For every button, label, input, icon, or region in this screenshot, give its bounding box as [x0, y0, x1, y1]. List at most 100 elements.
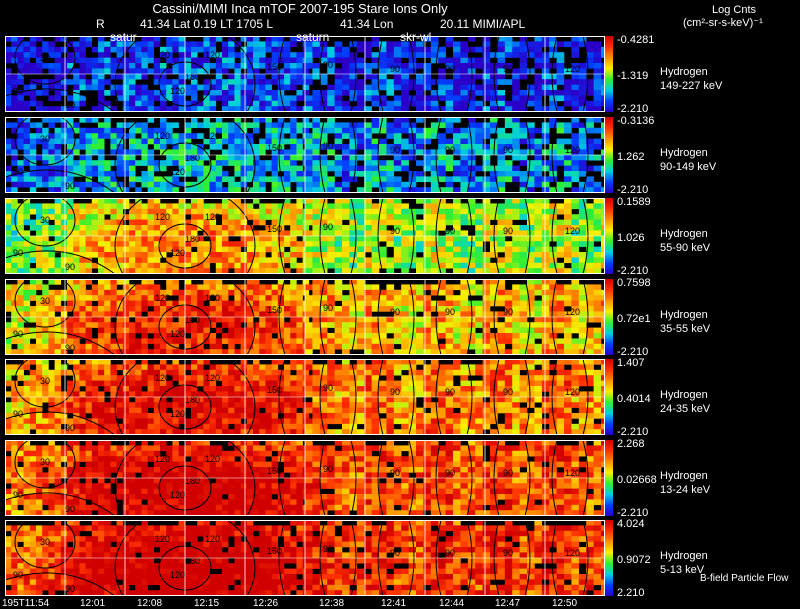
pixel — [228, 63, 235, 69]
pixel — [60, 268, 68, 274]
pixel — [85, 176, 93, 183]
pixel — [549, 208, 557, 215]
pixel — [172, 144, 179, 150]
pixel — [73, 203, 80, 210]
pixel — [222, 284, 229, 291]
pixel — [438, 327, 446, 334]
pixel — [593, 333, 602, 339]
pixel — [147, 68, 155, 75]
pixel — [240, 295, 248, 301]
pixel — [408, 306, 417, 312]
pixel — [519, 106, 528, 112]
pixel — [91, 295, 99, 301]
pixel — [586, 90, 594, 96]
pixel — [42, 338, 49, 345]
pixel — [571, 106, 580, 112]
pixel — [342, 187, 350, 193]
pixel — [356, 90, 365, 96]
pixel — [153, 349, 161, 355]
pixel — [228, 322, 235, 328]
pixel — [379, 100, 387, 107]
pixel — [253, 235, 260, 242]
pixel — [265, 364, 272, 371]
pixel — [104, 41, 111, 48]
pixel — [153, 176, 161, 183]
pixel — [240, 138, 248, 145]
pixel — [460, 322, 469, 328]
pixel — [527, 122, 535, 129]
pixel — [48, 160, 55, 166]
pixel — [54, 289, 62, 296]
pixel — [104, 333, 111, 339]
pixel — [497, 133, 506, 139]
pixel — [319, 106, 328, 112]
pixel — [98, 90, 105, 96]
pixel — [327, 208, 335, 215]
pixel — [296, 144, 303, 150]
pixel — [490, 171, 498, 177]
pixel — [197, 203, 204, 210]
pixel — [60, 327, 68, 334]
pixel — [23, 380, 31, 387]
pixel — [141, 73, 148, 80]
pixel — [556, 311, 565, 318]
pixel — [5, 230, 12, 237]
pixel — [178, 46, 186, 53]
pixel — [549, 235, 557, 242]
pixel — [259, 322, 266, 328]
pixel — [116, 90, 124, 96]
pixel — [191, 268, 198, 274]
pixel — [290, 214, 297, 220]
pixel — [364, 144, 372, 150]
pixel — [453, 52, 461, 58]
pixel — [379, 235, 387, 242]
pixel — [284, 203, 291, 210]
pixel — [312, 149, 321, 156]
pixel — [290, 52, 297, 58]
pixel — [438, 241, 446, 247]
pixel — [147, 57, 155, 64]
pixel — [191, 225, 198, 231]
pixel — [172, 149, 179, 156]
pixel — [184, 219, 192, 226]
pixel — [122, 36, 130, 42]
pixel — [534, 57, 543, 64]
pixel — [116, 95, 124, 102]
pixel — [234, 144, 241, 150]
pixel — [296, 79, 303, 85]
pixel — [277, 165, 285, 172]
pixel — [215, 187, 223, 193]
pixel — [23, 333, 31, 339]
pixel — [240, 316, 248, 323]
pixel — [259, 79, 266, 85]
pixel — [184, 246, 192, 253]
pixel — [430, 95, 439, 102]
pixel — [319, 300, 328, 307]
pixel — [203, 306, 210, 312]
pixel — [246, 225, 254, 231]
pixel — [277, 322, 285, 328]
pixel — [564, 230, 572, 237]
pixel — [147, 127, 155, 134]
pixel — [36, 208, 43, 215]
pixel — [453, 73, 461, 80]
pixel — [438, 122, 446, 129]
pixel — [135, 246, 142, 253]
pixel — [234, 208, 241, 215]
pixel — [160, 73, 167, 80]
pixel — [11, 262, 18, 269]
pixel — [564, 176, 572, 183]
pixel — [110, 225, 117, 231]
pixel — [586, 252, 594, 258]
pixel — [386, 284, 395, 291]
pixel — [160, 333, 167, 339]
pixel — [271, 160, 279, 166]
pixel — [160, 46, 167, 53]
pixel — [364, 46, 372, 53]
pixel — [246, 122, 254, 129]
pixel — [512, 127, 520, 134]
pixel — [116, 257, 124, 264]
pixel — [91, 219, 99, 226]
pixel — [556, 90, 565, 96]
pixel — [593, 230, 602, 237]
